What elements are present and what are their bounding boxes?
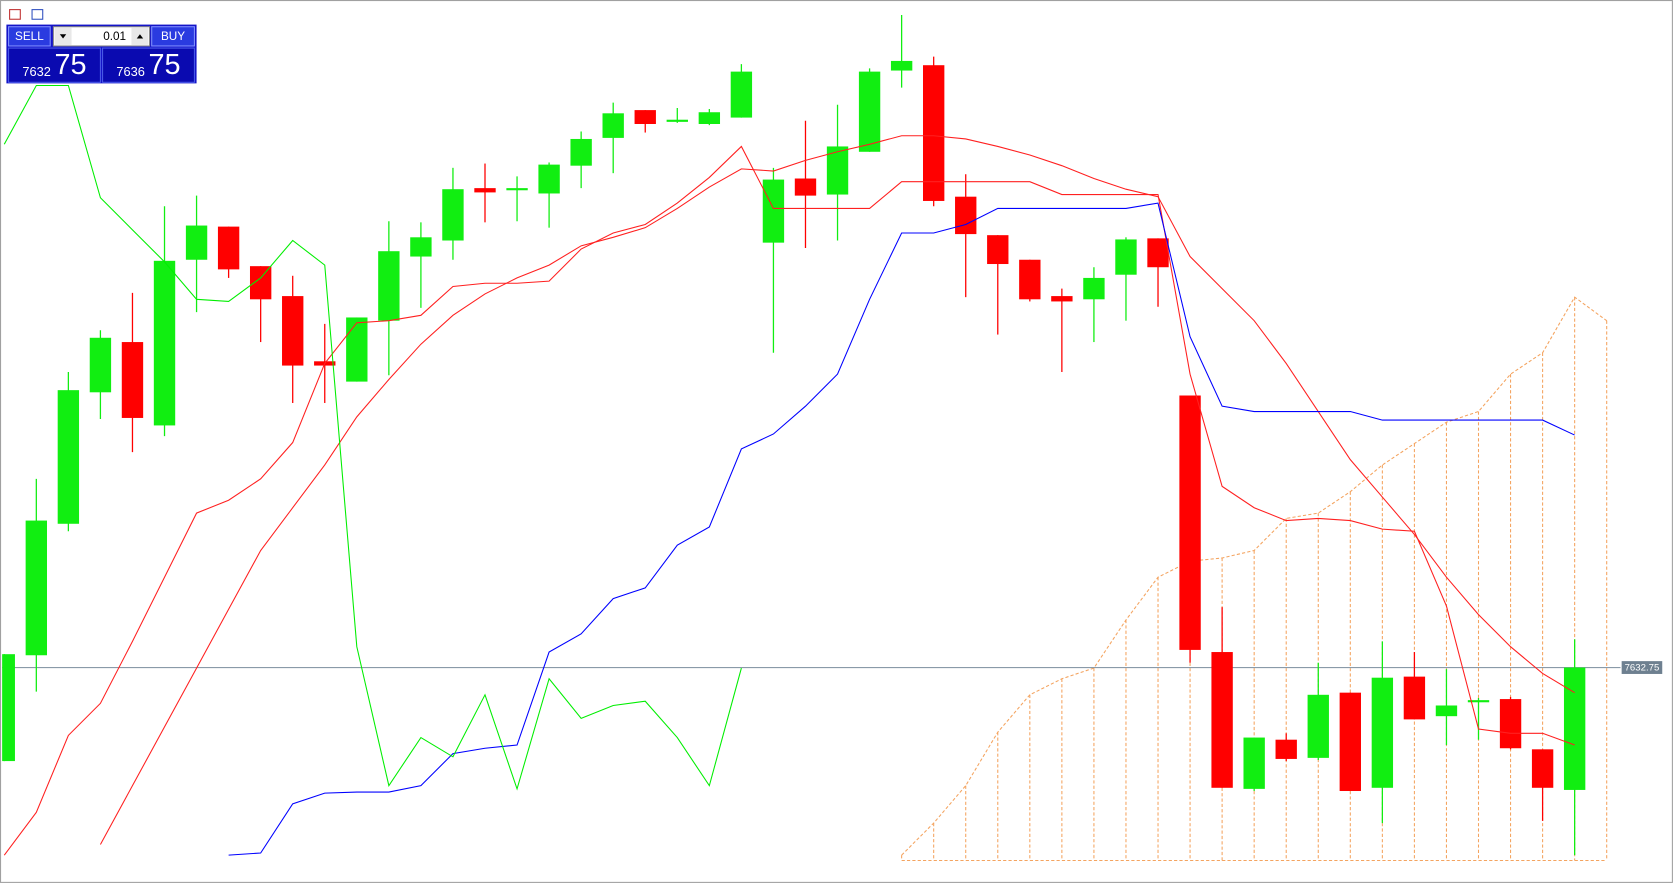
arrow-up <box>136 34 144 39</box>
candle-body <box>442 189 464 241</box>
candle-body <box>506 188 528 191</box>
candle-body <box>698 112 721 124</box>
candle-body <box>666 119 688 122</box>
candle-body <box>858 71 881 152</box>
bid-pips: 75 <box>54 49 86 81</box>
candle-body <box>955 196 977 235</box>
candle-body <box>890 60 913 71</box>
indicator-line <box>3 145 1575 856</box>
candle-body <box>1403 676 1426 720</box>
candle-body <box>410 237 432 257</box>
candle-body <box>25 520 48 656</box>
candle-body <box>922 65 945 201</box>
arrow-down <box>59 34 67 39</box>
candle-body <box>346 317 368 382</box>
candle-body <box>474 188 496 193</box>
candle-body <box>185 225 208 260</box>
indicator-line <box>3 84 742 791</box>
bid-main: 7632 <box>22 64 51 79</box>
candle-body <box>1499 699 1522 749</box>
candle-body <box>282 296 304 366</box>
overlay: SELL 0.01 BUY 7632 75 7636 75 <box>6 9 197 84</box>
bid-box[interactable] <box>8 47 101 83</box>
sell-label: SELL <box>15 30 44 43</box>
price-tag <box>1621 661 1663 674</box>
candle-body <box>762 179 785 243</box>
candle-body <box>1307 694 1329 758</box>
candle-body <box>538 164 560 194</box>
candle-body <box>987 235 1009 265</box>
candle-body <box>570 138 592 166</box>
candle-body <box>2 654 15 762</box>
ask-pips: 75 <box>148 49 180 81</box>
ask-box[interactable] <box>102 47 195 83</box>
candle-body <box>1339 692 1361 792</box>
ask-main: 7636 <box>116 64 145 79</box>
candle-body <box>121 342 144 418</box>
plot <box>2 14 1621 862</box>
indicator-line <box>99 135 1575 845</box>
candle-body <box>634 110 656 124</box>
candle-body <box>378 251 400 321</box>
candle-body <box>217 226 240 270</box>
lot-input[interactable] <box>52 26 151 47</box>
buy-button[interactable] <box>151 26 195 47</box>
candle-body <box>1243 737 1265 789</box>
candle-body <box>1083 277 1105 300</box>
icon[interactable] <box>31 9 44 20</box>
candle-body <box>1531 749 1554 788</box>
buy-label: BUY <box>161 30 185 43</box>
candle-body <box>1371 677 1394 788</box>
icon[interactable] <box>9 9 21 20</box>
candle-body <box>1147 238 1169 268</box>
candle-body <box>602 113 624 138</box>
sell-button[interactable] <box>8 26 51 47</box>
candle-body <box>89 337 112 393</box>
candle-body <box>1019 259 1041 300</box>
candle-body <box>730 71 753 118</box>
lot-value: 0.01 <box>103 30 126 43</box>
indicator-line <box>228 202 1575 856</box>
candle-body <box>1275 739 1297 759</box>
candle-body <box>249 266 272 300</box>
candle-body <box>826 146 849 195</box>
cloud-span <box>901 296 1608 856</box>
candle-body <box>153 260 176 426</box>
candle-body <box>1179 395 1201 650</box>
candle-body <box>1563 667 1586 790</box>
candle-body <box>1467 700 1490 703</box>
candle-body <box>1211 652 1233 788</box>
price-tag-label: 7632.75 <box>1625 663 1660 674</box>
candle-body <box>1435 705 1458 717</box>
candle-body <box>794 178 817 196</box>
candle-body <box>1051 296 1073 302</box>
candle-body <box>1115 239 1137 275</box>
candle-body <box>57 390 80 524</box>
